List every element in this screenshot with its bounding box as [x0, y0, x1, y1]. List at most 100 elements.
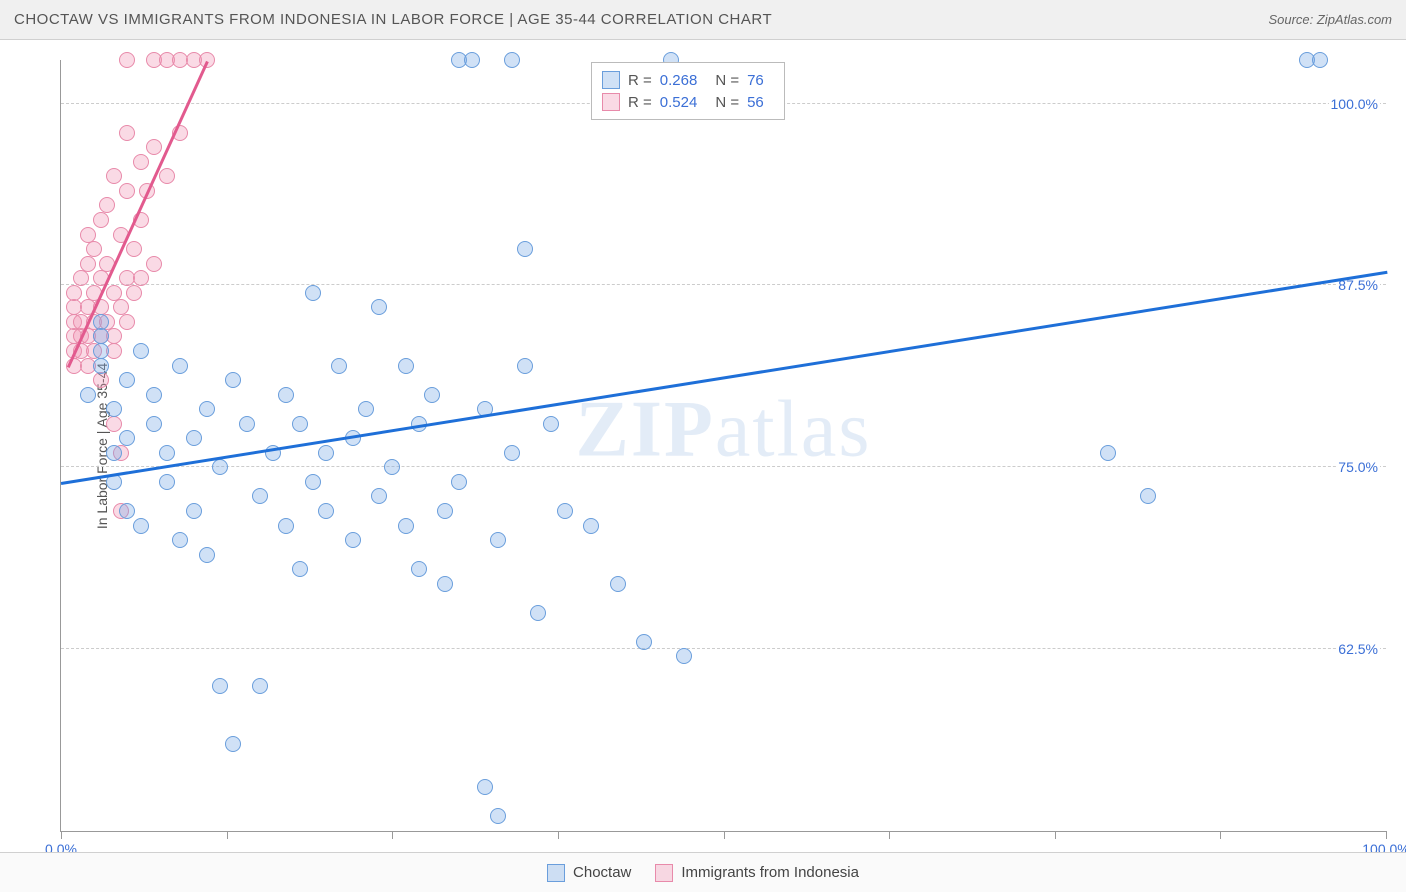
- data-point: [278, 518, 294, 534]
- chart-area: In Labor Force | Age 35-44 ZIPatlas R = …: [0, 40, 1406, 852]
- data-point: [159, 168, 175, 184]
- gridline: [61, 284, 1386, 285]
- data-point: [146, 416, 162, 432]
- data-point: [172, 358, 188, 374]
- data-point: [424, 387, 440, 403]
- data-point: [504, 52, 520, 68]
- data-point: [239, 416, 255, 432]
- r-label: R =: [628, 94, 652, 111]
- data-point: [610, 576, 626, 592]
- data-point: [119, 503, 135, 519]
- r-label: R =: [628, 72, 652, 89]
- data-point: [73, 270, 89, 286]
- n-value: 56: [747, 94, 764, 111]
- data-point: [411, 561, 427, 577]
- data-point: [93, 358, 109, 374]
- r-value: 0.524: [660, 94, 698, 111]
- data-point: [119, 52, 135, 68]
- x-tick: [392, 831, 393, 839]
- data-point: [133, 343, 149, 359]
- chart-source: Source: ZipAtlas.com: [1268, 12, 1392, 27]
- watermark-rest: atlas: [715, 386, 872, 474]
- data-point: [172, 532, 188, 548]
- data-point: [451, 474, 467, 490]
- data-point: [133, 154, 149, 170]
- data-point: [133, 518, 149, 534]
- data-point: [80, 256, 96, 272]
- data-point: [305, 474, 321, 490]
- x-tick: [558, 831, 559, 839]
- data-point: [398, 358, 414, 374]
- data-point: [278, 387, 294, 403]
- data-point: [490, 808, 506, 824]
- legend-item: Immigrants from Indonesia: [655, 864, 859, 882]
- n-value: 76: [747, 72, 764, 89]
- gridline: [61, 648, 1386, 649]
- data-point: [504, 445, 520, 461]
- data-point: [119, 430, 135, 446]
- watermark: ZIPatlas: [576, 385, 872, 476]
- y-tick-label: 75.0%: [1336, 459, 1380, 475]
- data-point: [106, 168, 122, 184]
- legend-label: Immigrants from Indonesia: [681, 864, 859, 881]
- data-point: [517, 241, 533, 257]
- n-label: N =: [715, 94, 739, 111]
- stats-legend: R = 0.268N = 76R = 0.524N = 56: [591, 62, 785, 120]
- data-point: [93, 212, 109, 228]
- data-point: [318, 503, 334, 519]
- legend-swatch: [547, 864, 565, 882]
- legend-label: Choctaw: [573, 864, 631, 881]
- chart-header: CHOCTAW VS IMMIGRANTS FROM INDONESIA IN …: [0, 0, 1406, 40]
- data-point: [1100, 445, 1116, 461]
- trend-line: [61, 271, 1387, 485]
- series-swatch: [602, 93, 620, 111]
- data-point: [186, 430, 202, 446]
- data-point: [199, 401, 215, 417]
- data-point: [119, 125, 135, 141]
- trend-line: [66, 61, 208, 368]
- data-point: [1140, 488, 1156, 504]
- x-tick: [724, 831, 725, 839]
- x-tick: [61, 831, 62, 839]
- data-point: [93, 343, 109, 359]
- data-point: [318, 445, 334, 461]
- x-tick: [1220, 831, 1221, 839]
- data-point: [1312, 52, 1328, 68]
- gridline: [61, 466, 1386, 467]
- data-point: [99, 197, 115, 213]
- data-point: [212, 459, 228, 475]
- data-point: [358, 401, 374, 417]
- data-point: [146, 256, 162, 272]
- data-point: [371, 488, 387, 504]
- data-point: [199, 52, 215, 68]
- data-point: [252, 488, 268, 504]
- x-tick: [1386, 831, 1387, 839]
- data-point: [543, 416, 559, 432]
- data-point: [133, 270, 149, 286]
- data-point: [106, 416, 122, 432]
- data-point: [331, 358, 347, 374]
- data-point: [225, 736, 241, 752]
- data-point: [517, 358, 533, 374]
- data-point: [126, 241, 142, 257]
- data-point: [66, 285, 82, 301]
- y-tick-label: 62.5%: [1336, 641, 1380, 657]
- data-point: [292, 561, 308, 577]
- data-point: [305, 285, 321, 301]
- series-legend: Choctaw Immigrants from Indonesia: [0, 852, 1406, 892]
- y-tick-label: 100.0%: [1329, 96, 1380, 112]
- data-point: [212, 678, 228, 694]
- legend-item: Choctaw: [547, 864, 631, 882]
- data-point: [292, 416, 308, 432]
- data-point: [119, 372, 135, 388]
- data-point: [557, 503, 573, 519]
- data-point: [199, 547, 215, 563]
- data-point: [437, 576, 453, 592]
- data-point: [464, 52, 480, 68]
- data-point: [437, 503, 453, 519]
- data-point: [159, 445, 175, 461]
- data-point: [398, 518, 414, 534]
- data-point: [86, 241, 102, 257]
- data-point: [636, 634, 652, 650]
- data-point: [225, 372, 241, 388]
